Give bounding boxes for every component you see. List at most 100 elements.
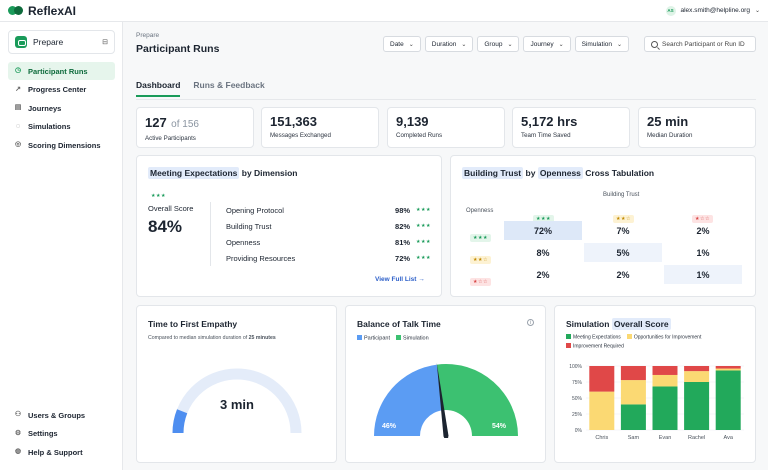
sidebar-nav: ◷ Participant Runs ↗ Progress Center ▤ J…: [8, 62, 115, 155]
bar-segment[interactable]: [684, 382, 710, 430]
talk-title: Balance of Talk Time: [357, 319, 441, 329]
subtitle-text: Compared to median simulation duration o…: [148, 335, 248, 341]
sidebar-item-users-groups[interactable]: ⚇ Users & Groups: [8, 406, 115, 424]
bar-segment[interactable]: [589, 366, 615, 392]
title-highlight: Building Trust: [462, 167, 524, 179]
talk-time-gauge: [374, 362, 518, 438]
workspace-label: Prepare: [33, 37, 64, 47]
tab-runs-feedback[interactable]: Runs & Feedback: [193, 80, 265, 90]
journey-filter[interactable]: Journey ⌄: [523, 36, 571, 52]
dimension-pct: 81%: [395, 237, 411, 247]
bar-segment[interactable]: [589, 391, 615, 430]
app-logo[interactable]: ReflexAI: [8, 4, 76, 18]
bar-segment[interactable]: [684, 371, 710, 382]
meeting-stars-icon: ★★★: [151, 193, 166, 199]
gauge-track: [172, 368, 302, 434]
stat-card-time-saved: 5,172 hrs Team Time Saved: [512, 107, 630, 148]
subtitle-bold: 25 minutes: [248, 335, 276, 341]
stat-label: Median Duration: [647, 132, 693, 139]
breadcrumb[interactable]: Prepare: [136, 32, 160, 39]
crosstab-cell: 5%: [584, 243, 662, 262]
title-highlight: Meeting Expectations: [148, 167, 240, 179]
stars-icon: ★★★: [416, 207, 431, 213]
stat-card-completed-runs: 9,139 Completed Runs: [387, 107, 505, 148]
gear-icon: ⚙: [14, 429, 22, 437]
sidebar-item-label: Scoring Dimensions: [28, 140, 101, 150]
date-filter[interactable]: Date ⌄: [383, 36, 421, 52]
empathy-value: 3 min: [220, 397, 254, 412]
bar-segment[interactable]: [620, 380, 646, 405]
tab-dashboard[interactable]: Dashboard: [136, 80, 181, 97]
sidebar-item-scoring-dimensions[interactable]: ◎ Scoring Dimensions: [8, 136, 115, 154]
cross-tab-title: Building Trust by Openness Cross Tabulat…: [462, 167, 654, 179]
chevron-down-icon: ⌄: [461, 41, 467, 48]
sidebar-item-progress-center[interactable]: ↗ Progress Center: [8, 81, 115, 99]
stars-icon: ★★★: [416, 239, 431, 245]
sidebar-item-label: Participant Runs: [28, 66, 88, 76]
y-tick-label: 50%: [572, 396, 583, 402]
dimension-row[interactable]: Opening Protocol 98% ★★★: [226, 203, 431, 217]
column-header: Building Trust: [603, 192, 640, 198]
bar-segment[interactable]: [715, 366, 741, 369]
stat-card-active-participants: 127 of 156 Active Participants: [136, 107, 254, 148]
x-tick-label: Ava: [724, 435, 734, 441]
sidebar-item-simulations[interactable]: ◌ Simulations: [8, 118, 115, 136]
legend-item-simulation: Simulation: [396, 335, 429, 342]
dimension-name: Providing Resources: [226, 253, 296, 263]
stars-icon: ★★★: [416, 255, 431, 261]
dimension-row[interactable]: Openness 81% ★★★: [226, 235, 431, 249]
participant-pct: 46%: [382, 423, 397, 430]
duration-filter[interactable]: Duration ⌄: [424, 36, 474, 52]
sidebar-item-journeys[interactable]: ▤ Journeys: [8, 99, 115, 117]
reflex-logo-icon: [8, 5, 24, 16]
page-title: Participant Runs: [136, 43, 220, 55]
search-input[interactable]: [662, 40, 750, 48]
gauge-fill: [172, 409, 188, 434]
stars-icon: ★★★: [416, 223, 431, 229]
bar-segment[interactable]: [620, 404, 646, 430]
crosstab-cell: 2%: [696, 225, 710, 236]
overall-score-label: Overall Score: [148, 204, 194, 213]
bar-segment[interactable]: [715, 370, 741, 430]
title-highlight: Openness: [537, 167, 583, 179]
crosstab-cell: 2%: [616, 269, 630, 280]
empathy-subtitle: Compared to median simulation duration o…: [148, 335, 276, 341]
sidebar-item-help-support[interactable]: ◍ Help & Support: [8, 443, 115, 461]
time-to-first-empathy-panel: [136, 305, 337, 463]
participant-segment: [374, 364, 443, 436]
stat-value: 127: [145, 115, 167, 130]
workspace-selector[interactable]: Prepare ⊟: [8, 30, 115, 54]
prepare-icon: [15, 36, 27, 48]
tab-bar: Dashboard Runs & Feedback: [136, 80, 265, 97]
crosstab-cell: 7%: [616, 225, 630, 236]
sidebar-item-participant-runs[interactable]: ◷ Participant Runs: [8, 62, 115, 80]
help-icon: ◍: [14, 448, 22, 456]
collapse-sidebar-icon[interactable]: ⊟: [102, 39, 108, 46]
sidebar-item-settings[interactable]: ⚙ Settings: [8, 425, 115, 443]
search-box[interactable]: [644, 36, 756, 52]
bar-segment[interactable]: [652, 386, 678, 430]
bar-segment[interactable]: [652, 374, 678, 387]
bar-segment[interactable]: [652, 366, 678, 375]
sidebar-item-label: Users & Groups: [28, 410, 86, 420]
row-badge-3-stars: ★★★: [470, 226, 491, 244]
panel-divider: [210, 202, 211, 266]
legend-item-opportunities: Opportunities for Improvement: [626, 334, 701, 341]
bar-segment[interactable]: [620, 366, 646, 381]
crosstab-cell: 8%: [536, 247, 550, 258]
user-menu[interactable]: AS alex.smith@helpline.org ⌄: [665, 5, 760, 16]
dimension-row[interactable]: Providing Resources 72% ★★★: [226, 251, 431, 265]
y-tick-label: 25%: [572, 412, 583, 418]
view-full-list-link[interactable]: View Full List →: [375, 276, 425, 283]
dimension-pct: 72%: [395, 253, 411, 263]
dimension-row[interactable]: Building Trust 82% ★★★: [226, 219, 431, 233]
stat-label: Messages Exchanged: [270, 132, 331, 139]
stat-label: Team Time Saved: [521, 132, 571, 139]
bar-segment[interactable]: [715, 368, 741, 371]
bar-segment[interactable]: [684, 366, 710, 372]
simulation-filter[interactable]: Simulation ⌄: [574, 36, 630, 52]
group-filter[interactable]: Group ⌄: [477, 36, 520, 52]
info-icon[interactable]: i: [527, 319, 534, 326]
users-icon: ⚇: [14, 411, 22, 418]
map-icon: ▤: [14, 104, 22, 112]
